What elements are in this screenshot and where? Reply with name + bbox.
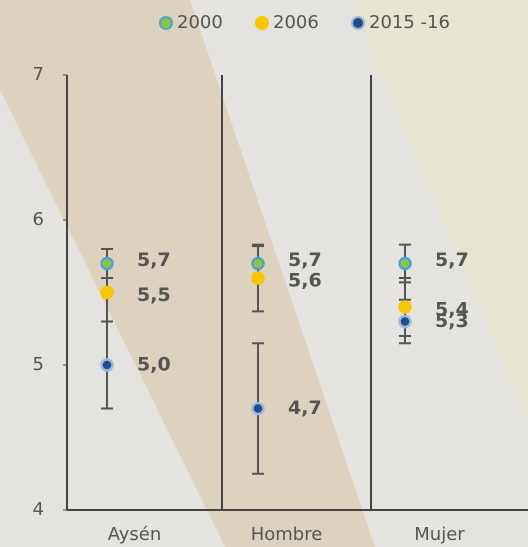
legend-marker: [159, 16, 173, 30]
dot: [398, 314, 412, 329]
value-label: 5,3: [435, 310, 469, 332]
y-tick-label: 5: [33, 354, 44, 375]
value-label: 5,7: [435, 249, 469, 271]
legend-marker: [255, 16, 269, 30]
value-label: 5,5: [137, 284, 171, 306]
legend-label: 2000: [177, 12, 223, 33]
x-tick-label: Hombre: [251, 524, 323, 545]
value-label: 5,7: [288, 249, 322, 271]
x-tick-label: Mujer: [414, 524, 465, 545]
dot: [251, 271, 265, 285]
value-label: 4,7: [288, 397, 322, 419]
dot: [251, 401, 265, 416]
stripe: [350, 0, 528, 420]
legend-marker: [351, 16, 365, 30]
dot: [100, 358, 114, 372]
value-label: 5,6: [288, 270, 322, 292]
legend-label: 2006: [273, 12, 319, 33]
dot: [398, 256, 412, 271]
dot: [251, 256, 265, 271]
dot: [100, 256, 114, 271]
value-label: 5,4: [435, 299, 469, 321]
dot: [100, 285, 114, 300]
legend-label: 2015 -16: [369, 12, 450, 33]
value-label: 5,7: [137, 249, 171, 271]
dot: [398, 300, 412, 314]
y-tick-label: 4: [33, 499, 44, 520]
y-tick-label: 6: [33, 209, 44, 230]
y-tick-label: 7: [33, 64, 44, 85]
x-tick-label: Aysén: [108, 524, 162, 545]
stripe: [0, 0, 375, 547]
value-label: 5,0: [137, 354, 171, 376]
